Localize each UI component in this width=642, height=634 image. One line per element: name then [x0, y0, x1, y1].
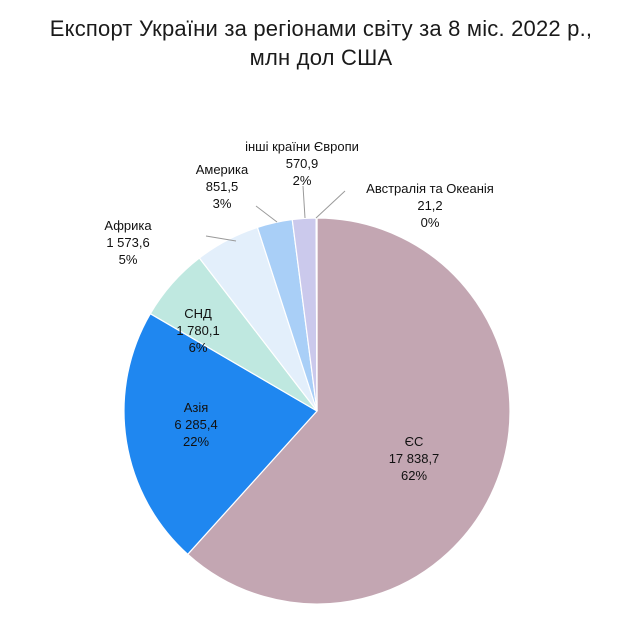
slice-label-pct-1: 22% [183, 434, 209, 449]
slice-label-name-4: Америка [196, 162, 249, 177]
slice-label-name-3: Африка [104, 218, 152, 233]
slice-label-pct-6: 0% [421, 215, 440, 230]
slice-label-name-0: ЄС [405, 434, 424, 449]
slice-label-value-4: 851,5 [206, 179, 239, 194]
slice-label-name-2: СНД [184, 306, 212, 321]
slice-label-value-2: 1 780,1 [176, 323, 219, 338]
leader-line-3 [205, 235, 237, 242]
slice-label-value-0: 17 838,7 [389, 451, 440, 466]
slice-label-value-1: 6 285,4 [174, 417, 217, 432]
slice-label-pct-4: 3% [213, 196, 232, 211]
slice-label-name-6: Австралія та Океанія [366, 181, 494, 196]
slice-label-pct-2: 6% [189, 340, 208, 355]
slice-label-pct-3: 5% [119, 252, 138, 267]
chart-title: Експорт України за регіонами світу за 8 … [0, 14, 642, 72]
leader-line-4 [255, 205, 278, 223]
pie-slice-1 [123, 312, 318, 556]
leader-line-5 [302, 185, 306, 219]
slice-label-name-1: Азія [184, 400, 209, 415]
leader-line-6 [315, 190, 346, 219]
slice-label-pct-5: 2% [293, 173, 312, 188]
slice-label-value-5: 570,9 [286, 156, 319, 171]
chart-title-line-1: Експорт України за регіонами світу за 8 … [49, 16, 593, 41]
slice-label-name-5: інші країни Європи [245, 139, 359, 154]
slice-label-value-6: 21,2 [417, 198, 442, 213]
pie-slice-0 [186, 217, 511, 605]
slice-label-value-3: 1 573,6 [106, 235, 149, 250]
chart-title-line-2: млн дол США [249, 45, 393, 70]
slice-label-pct-0: 62% [401, 468, 427, 483]
